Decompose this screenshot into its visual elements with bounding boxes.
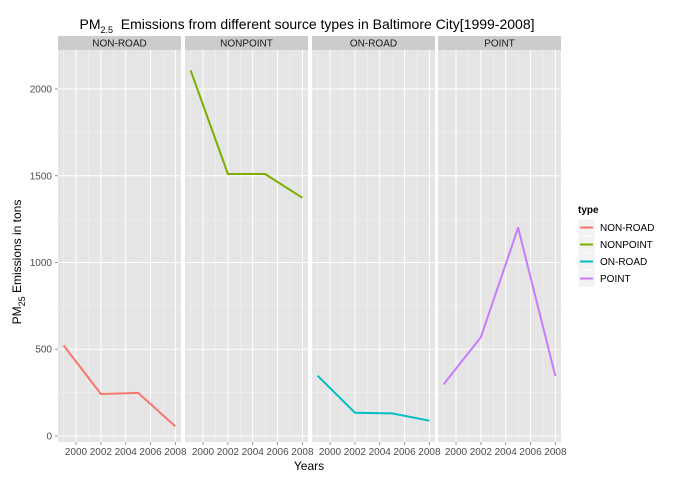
y-tick-label: 2000: [30, 85, 53, 96]
series-line-non-road: [62, 344, 177, 428]
x-tick-label: 2004: [495, 447, 518, 458]
y-tick-label: 500: [35, 345, 52, 356]
facet-strip-label: POINT: [484, 39, 515, 50]
y-axis-title-prefix: PM: [10, 306, 24, 324]
chart-title: PM2.5 Emissions from different source ty…: [80, 16, 535, 35]
legend-label: NONPOINT: [600, 240, 653, 251]
legend-items: NON-ROAD NONPOINT ON-ROAD POINT: [577, 218, 654, 288]
facet-strip: [312, 36, 435, 50]
panel-background: [185, 50, 308, 442]
legend-item-on-road: ON-ROAD: [577, 252, 647, 271]
legend: type NON-ROAD NONPOINT ON-ROAD POINT: [577, 205, 654, 288]
legend-item-point: POINT: [577, 269, 631, 288]
panel-background: [438, 50, 561, 442]
facet-panel-non-road: NON-ROAD 2000 2002 2004 2006 2008: [58, 36, 187, 458]
legend-title: type: [578, 205, 599, 216]
panel-background: [58, 50, 181, 442]
panel-background: [312, 50, 435, 442]
x-tick-label: 2004: [115, 447, 138, 458]
y-axis-title: PM25 Emissions in tons: [10, 200, 27, 325]
x-tick-label: 2000: [445, 447, 468, 458]
x-tick-label: 2004: [242, 447, 265, 458]
x-tick-label: 2000: [192, 447, 215, 458]
facet-panel-nonpoint: NONPOINT 2000 2002 2004 2006 2008: [185, 36, 314, 458]
x-tick-label: 2008: [291, 447, 314, 458]
x-tick-label: 2002: [90, 447, 113, 458]
facet-strip: [438, 36, 561, 50]
facet-strip-label: NON-ROAD: [92, 39, 146, 50]
legend-label: ON-ROAD: [600, 257, 647, 268]
x-tick-label: 2000: [65, 447, 88, 458]
x-tick-label: 2008: [164, 447, 187, 458]
legend-label: POINT: [600, 274, 631, 285]
x-tick-label: 2002: [470, 447, 493, 458]
x-tick-label: 2006: [393, 447, 416, 458]
x-tick-label: 2006: [519, 447, 542, 458]
legend-item-nonpoint: NONPOINT: [577, 235, 653, 254]
legend-label: NON-ROAD: [600, 223, 654, 234]
y-tick-label: 0: [46, 431, 52, 442]
facet-strip-label: ON-ROAD: [350, 39, 397, 50]
series-line-nonpoint: [189, 69, 303, 199]
y-axis-title-subscript: 25: [17, 296, 27, 306]
y-tick-label: 1000: [30, 258, 53, 269]
chart-title-rest: Emissions from different source types in…: [113, 16, 534, 32]
x-tick-label: 2006: [266, 447, 289, 458]
chart-title-prefix: PM: [80, 16, 101, 32]
chart-title-subscript: 2.5: [101, 25, 114, 35]
series-line-point: [442, 226, 557, 386]
y-tick-label: 1500: [30, 171, 53, 182]
facet-panel-point: POINT 2000 2002 2004 2006 2008: [438, 36, 567, 458]
x-tick-label: 2008: [544, 447, 567, 458]
x-tick-label: 2004: [369, 447, 392, 458]
legend-item-non-road: NON-ROAD: [577, 218, 654, 237]
y-axis-title-rest: Emissions in tons: [10, 200, 24, 297]
facet-strip: [185, 36, 308, 50]
x-tick-label: 2002: [217, 447, 240, 458]
facet-panel-on-road: ON-ROAD 2000 2002 2004 2006 2008: [312, 36, 441, 458]
x-axis-title: Years: [294, 459, 324, 473]
facet-strip-label: NONPOINT: [220, 39, 273, 50]
x-tick-label: 2002: [344, 447, 367, 458]
x-tick-label: 2006: [139, 447, 162, 458]
series-line-on-road: [316, 374, 430, 422]
x-tick-label: 2000: [319, 447, 342, 458]
y-axis: 0 500 1000 1500 2000: [30, 85, 58, 442]
facet-strip: [58, 36, 181, 50]
x-tick-label: 2008: [418, 447, 441, 458]
